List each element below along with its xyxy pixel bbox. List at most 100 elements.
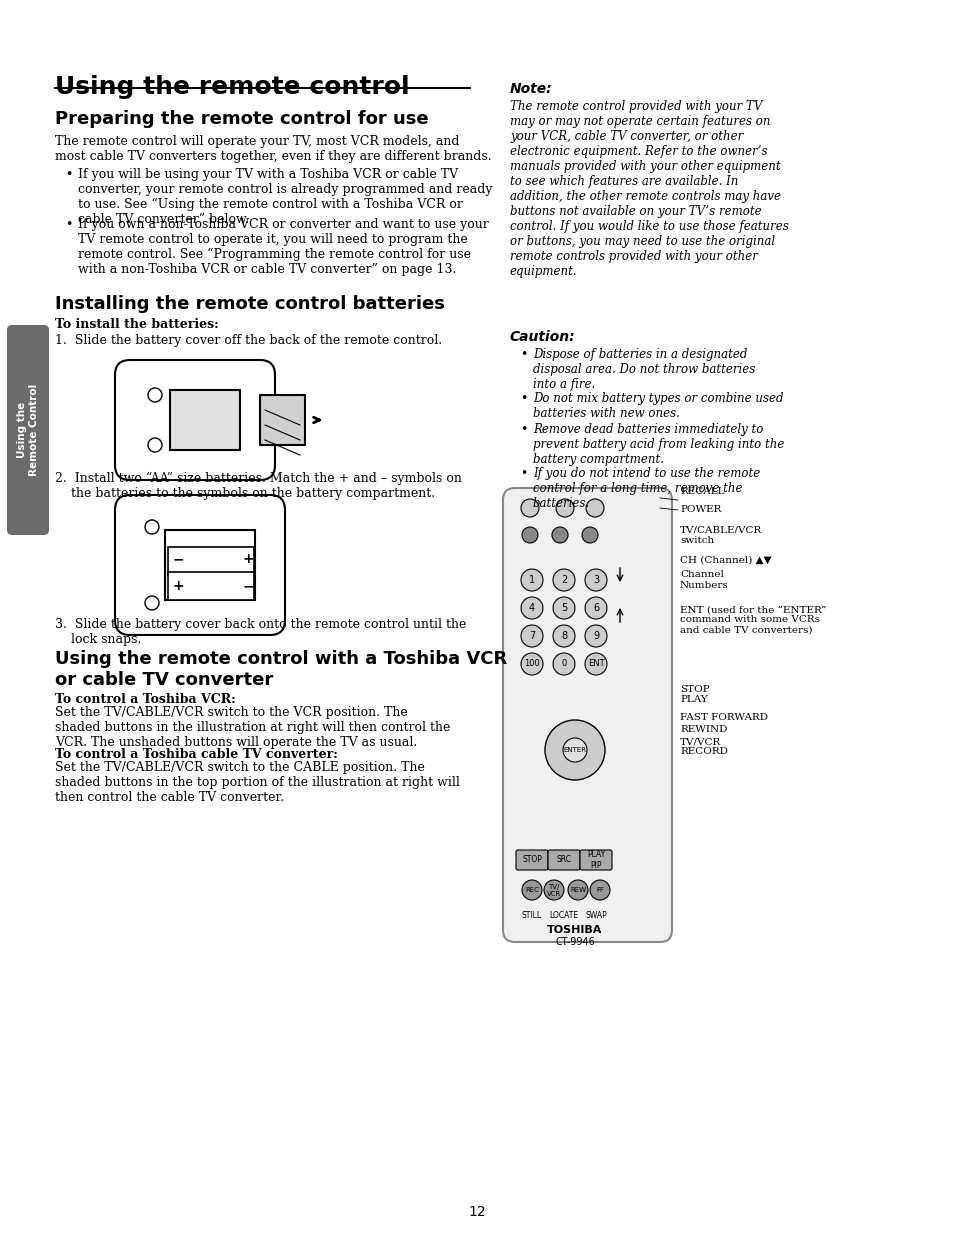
- FancyBboxPatch shape: [260, 395, 305, 445]
- Text: To control a Toshiba cable TV converter:: To control a Toshiba cable TV converter:: [55, 748, 337, 761]
- Text: To control a Toshiba VCR:: To control a Toshiba VCR:: [55, 693, 235, 706]
- Circle shape: [148, 438, 162, 452]
- Text: Dispose of batteries in a designated
disposal area. Do not throw batteries
into : Dispose of batteries in a designated dis…: [533, 348, 755, 391]
- Text: •: •: [519, 348, 527, 361]
- FancyBboxPatch shape: [168, 572, 253, 600]
- Text: The remote control provided with your TV
may or may not operate certain features: The remote control provided with your TV…: [510, 100, 788, 278]
- FancyBboxPatch shape: [579, 850, 612, 869]
- Text: PLAY: PLAY: [679, 695, 707, 704]
- Text: Installing the remote control batteries: Installing the remote control batteries: [55, 295, 444, 312]
- Text: Preparing the remote control for use: Preparing the remote control for use: [55, 110, 428, 128]
- Text: 3.  Slide the battery cover back onto the remote control until the
    lock snap: 3. Slide the battery cover back onto the…: [55, 618, 466, 646]
- Circle shape: [553, 653, 575, 676]
- Text: To install the batteries:: To install the batteries:: [55, 317, 218, 331]
- Text: RECALL: RECALL: [679, 488, 723, 496]
- Circle shape: [581, 527, 598, 543]
- Text: Set the TV/CABLE/VCR switch to the VCR position. The
shaded buttons in the illus: Set the TV/CABLE/VCR switch to the VCR p…: [55, 706, 450, 748]
- Circle shape: [145, 520, 159, 534]
- FancyBboxPatch shape: [7, 325, 49, 535]
- Circle shape: [520, 499, 538, 517]
- Text: 3: 3: [593, 576, 598, 585]
- Text: FF: FF: [596, 887, 603, 893]
- Circle shape: [553, 569, 575, 592]
- Circle shape: [521, 881, 541, 900]
- Text: Using the remote control with a Toshiba VCR
or cable TV converter: Using the remote control with a Toshiba …: [55, 650, 507, 689]
- Text: STOP: STOP: [679, 685, 709, 694]
- Text: 0: 0: [560, 659, 566, 668]
- Text: FAST FORWARD: FAST FORWARD: [679, 714, 767, 722]
- Text: Do not mix battery types or combine used
batteries with new ones.: Do not mix battery types or combine used…: [533, 391, 782, 420]
- Text: PLAY
PIP: PLAY PIP: [586, 851, 604, 869]
- Text: Note:: Note:: [510, 82, 552, 96]
- Text: •: •: [65, 219, 72, 231]
- FancyBboxPatch shape: [115, 495, 285, 635]
- Text: Channel
Numbers: Channel Numbers: [679, 571, 728, 589]
- Text: If you do not intend to use the remote
control for a long time, remove the
batte: If you do not intend to use the remote c…: [533, 467, 760, 510]
- Text: TOSHIBA: TOSHIBA: [547, 925, 602, 935]
- Text: If you will be using your TV with a Toshiba VCR or cable TV
converter, your remo: If you will be using your TV with a Tosh…: [78, 168, 492, 226]
- Circle shape: [585, 499, 603, 517]
- Circle shape: [520, 597, 542, 619]
- Text: 9: 9: [593, 631, 598, 641]
- Text: 8: 8: [560, 631, 566, 641]
- Text: 4: 4: [528, 603, 535, 613]
- Text: 5: 5: [560, 603, 566, 613]
- Text: •: •: [519, 391, 527, 405]
- Text: 1: 1: [528, 576, 535, 585]
- Text: Set the TV/CABLE/VCR switch to the CABLE position. The
shaded buttons in the top: Set the TV/CABLE/VCR switch to the CABLE…: [55, 761, 459, 804]
- Circle shape: [148, 388, 162, 403]
- Text: 2: 2: [560, 576, 566, 585]
- Circle shape: [589, 881, 609, 900]
- Text: RECORD: RECORD: [679, 747, 727, 757]
- Text: STOP: STOP: [521, 856, 541, 864]
- Circle shape: [544, 720, 604, 781]
- Circle shape: [552, 527, 567, 543]
- Circle shape: [584, 569, 606, 592]
- Text: ENT (used for the “ENTER”
command with some VCRs
and cable TV converters): ENT (used for the “ENTER” command with s…: [679, 605, 825, 635]
- Circle shape: [145, 597, 159, 610]
- Circle shape: [556, 499, 574, 517]
- Text: •: •: [519, 467, 527, 480]
- Text: Using the
Remote Control: Using the Remote Control: [17, 384, 39, 477]
- Text: Caution:: Caution:: [510, 330, 575, 345]
- FancyBboxPatch shape: [547, 850, 579, 869]
- Text: 6: 6: [593, 603, 598, 613]
- Circle shape: [584, 653, 606, 676]
- Text: ENT: ENT: [587, 659, 603, 668]
- Circle shape: [562, 739, 586, 762]
- FancyBboxPatch shape: [165, 530, 254, 600]
- Text: CH (Channel) ▲▼: CH (Channel) ▲▼: [679, 556, 771, 564]
- Text: +: +: [242, 552, 253, 566]
- Text: The remote control will operate your TV, most VCR models, and
most cable TV conv: The remote control will operate your TV,…: [55, 135, 491, 163]
- Text: 100: 100: [523, 659, 539, 668]
- Circle shape: [584, 625, 606, 647]
- Text: Using the remote control: Using the remote control: [55, 75, 409, 99]
- FancyBboxPatch shape: [516, 850, 547, 869]
- Text: 7: 7: [528, 631, 535, 641]
- Text: Remove dead batteries immediately to
prevent battery acid from leaking into the
: Remove dead batteries immediately to pre…: [533, 424, 783, 466]
- Text: REC: REC: [524, 887, 538, 893]
- Circle shape: [520, 569, 542, 592]
- FancyBboxPatch shape: [170, 390, 240, 450]
- Text: 2.  Install two “AA” size batteries. Match the + and – symbols on
    the batter: 2. Install two “AA” size batteries. Matc…: [55, 472, 461, 500]
- Text: REW: REW: [569, 887, 585, 893]
- Text: 12: 12: [468, 1205, 485, 1219]
- Text: SWAP: SWAP: [584, 910, 606, 920]
- Text: −: −: [172, 552, 184, 566]
- Text: SRC: SRC: [556, 856, 571, 864]
- Text: REWIND: REWIND: [679, 725, 726, 735]
- Circle shape: [543, 881, 563, 900]
- FancyBboxPatch shape: [115, 359, 274, 480]
- Circle shape: [520, 653, 542, 676]
- Text: TV/CABLE/VCR
switch: TV/CABLE/VCR switch: [679, 525, 761, 545]
- Text: STILL: STILL: [521, 910, 541, 920]
- Text: LOCATE: LOCATE: [549, 910, 578, 920]
- Text: 1.  Slide the battery cover off the back of the remote control.: 1. Slide the battery cover off the back …: [55, 333, 441, 347]
- Circle shape: [520, 625, 542, 647]
- Text: TV/VCR: TV/VCR: [679, 737, 720, 746]
- Text: TV/
VCR: TV/ VCR: [546, 883, 560, 897]
- Text: +: +: [172, 579, 184, 593]
- Circle shape: [553, 597, 575, 619]
- Circle shape: [521, 527, 537, 543]
- Text: •: •: [65, 168, 72, 182]
